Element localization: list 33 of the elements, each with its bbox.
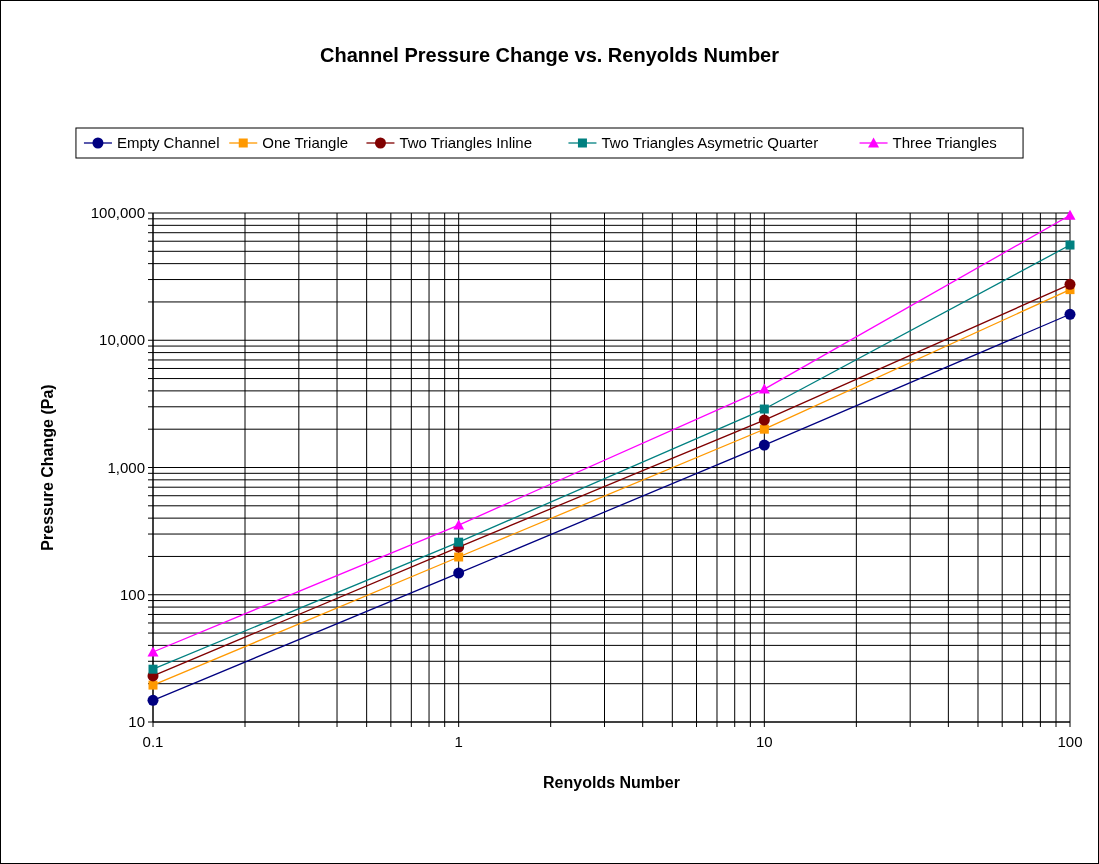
point bbox=[758, 439, 770, 451]
chart-title: Channel Pressure Change vs. Renyolds Number bbox=[319, 44, 780, 66]
x-tick-label: 10 bbox=[755, 733, 773, 750]
legend-label: Two Triangles Inline bbox=[399, 134, 533, 151]
x-tick-label: 100 bbox=[1057, 733, 1083, 750]
legend-label: Empty Channel bbox=[116, 134, 220, 151]
point bbox=[1064, 209, 1076, 220]
point bbox=[1064, 278, 1076, 290]
y-tick-label: 1,000 bbox=[107, 458, 145, 476]
point bbox=[148, 664, 158, 674]
x-tick-label: 0.1 bbox=[142, 733, 164, 750]
y-tick-label: 100,000 bbox=[90, 204, 145, 221]
point bbox=[147, 646, 159, 657]
point bbox=[454, 537, 464, 547]
legend-label: Two Triangles Asymetric Quarter bbox=[601, 134, 819, 151]
y-tick-label: 100 bbox=[119, 585, 145, 603]
point bbox=[759, 424, 769, 434]
y-axis-title: Pressure Change (Pa) bbox=[39, 384, 56, 551]
point bbox=[454, 552, 464, 562]
point bbox=[1064, 308, 1076, 320]
legend-label: Three Triangles bbox=[892, 134, 997, 151]
point bbox=[1065, 240, 1075, 250]
point bbox=[758, 414, 770, 426]
point bbox=[453, 567, 465, 579]
x-tick-label: 1 bbox=[454, 733, 463, 750]
point bbox=[147, 694, 159, 706]
point bbox=[758, 383, 770, 394]
point bbox=[759, 404, 769, 414]
x-axis-title: Renyolds Number bbox=[543, 774, 680, 791]
point bbox=[453, 519, 465, 530]
y-tick-label: 10 bbox=[128, 713, 145, 730]
y-tick-label: 10,000 bbox=[99, 331, 145, 349]
legend-label: One Triangle bbox=[262, 134, 349, 151]
